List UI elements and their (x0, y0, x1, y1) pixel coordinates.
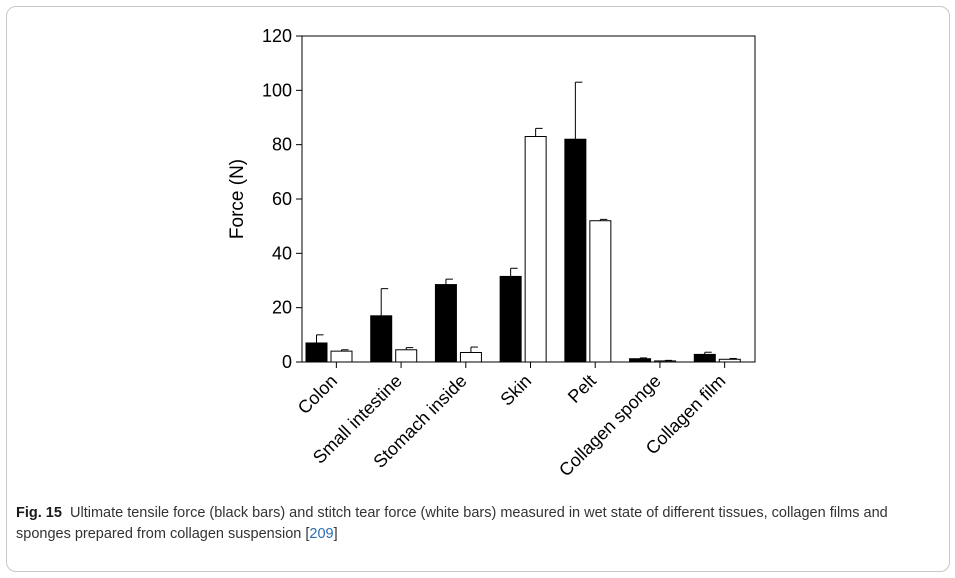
bar-s2-6 (718, 358, 741, 363)
y-tick-label-2: 40 (272, 243, 292, 263)
bar-s1-3 (499, 275, 522, 363)
y-tick-label-3: 60 (272, 189, 292, 209)
bar-s2-0 (330, 350, 353, 363)
bar-s2-1 (395, 349, 418, 363)
y-tick-label-6: 120 (262, 26, 292, 46)
bar-s1-6 (693, 353, 716, 363)
x-tick-label-3: Skin (496, 371, 535, 410)
figure-caption: Fig. 15 Ultimate tensile force (black ba… (16, 503, 946, 545)
y-tick-label-4: 80 (272, 135, 292, 155)
bar-s1-4 (564, 138, 587, 363)
figure-frame (6, 6, 950, 572)
bar-s2-5 (654, 360, 677, 363)
y-tick-label-1: 20 (272, 298, 292, 318)
bar-s1-1 (370, 315, 393, 363)
y-tick-label-0: 0 (282, 352, 292, 372)
figure-label: Fig. 15 (16, 505, 62, 521)
x-tick-label-0: Colon (294, 371, 341, 418)
y-tick-label-5: 100 (262, 80, 292, 100)
bar-s1-2 (434, 284, 457, 363)
bar-s2-2 (459, 351, 482, 363)
bar-s1-0 (305, 342, 328, 363)
citation-link[interactable]: 209 (309, 526, 334, 542)
bar-s1-5 (629, 358, 652, 363)
x-tick-label-4: Pelt (564, 371, 600, 407)
caption-text: Ultimate tensile force (black bars) and … (16, 505, 888, 542)
bar-s2-3 (524, 136, 547, 363)
caption-close: ] (333, 526, 338, 542)
y-axis-label: Force (N) (227, 159, 248, 239)
bar-s2-4 (589, 220, 612, 363)
